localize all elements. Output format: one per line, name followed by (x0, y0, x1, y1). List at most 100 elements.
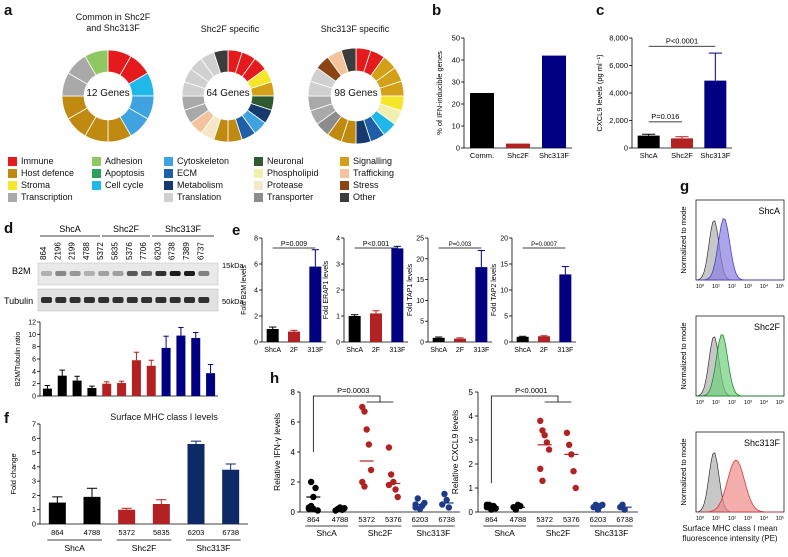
legend-item: Signalling (340, 156, 392, 166)
x-tick-label: 2F (290, 347, 298, 354)
lane-label: 2196 (53, 242, 62, 260)
legend-swatch (8, 168, 17, 178)
blot-band-tubulin (41, 297, 52, 303)
y-tick-label: 0 (624, 144, 628, 153)
histogram-xtick: 10⁴ (760, 283, 769, 290)
legend-label: Metabolism (177, 180, 224, 190)
histogram-xtick: 10³ (744, 516, 752, 522)
sample-label: 4788 (510, 515, 527, 524)
group-label: ShcA (65, 543, 86, 553)
legend-label: Host defence (21, 168, 75, 178)
y-tick-label: 0 (504, 340, 508, 347)
y-tick-label: 20 (500, 236, 508, 243)
sig-line (490, 395, 559, 484)
y-tick-label: 0 (336, 340, 340, 347)
legend-label: Cytoskeleton (177, 156, 230, 166)
bar (131, 360, 141, 396)
group-label: Shc2F (132, 543, 157, 553)
legend-item: Immune (8, 156, 54, 166)
histogram-xtick: 10¹ (712, 400, 720, 406)
x-tick-label: 313F (389, 347, 405, 354)
sample-label: 6738 (616, 515, 633, 524)
blot-group-label: ShcA (59, 224, 81, 234)
bar (266, 329, 279, 342)
histogram-xtick: 10² (728, 284, 736, 290)
x-tick-label: Shc2F (507, 151, 529, 160)
y-axis-label: Fold TAP1 levels (407, 263, 414, 316)
data-point (412, 504, 419, 511)
legend-item: Trafficking (340, 168, 394, 178)
y-tick-label: 8 (291, 388, 296, 397)
y-tick-label: 15 (500, 262, 508, 269)
donut1-center: 12 Genes (86, 88, 130, 99)
histogram-xtick: 10⁰ (696, 283, 705, 290)
y-tick-label: 4 (32, 462, 36, 471)
legend-item: Neuronal (254, 156, 304, 166)
blot-band-b2m (198, 271, 210, 276)
sample-label: 4788 (84, 528, 101, 537)
y-tick-label: 5 (469, 388, 474, 397)
data-point (367, 466, 375, 474)
data-point (365, 441, 373, 448)
legend-swatch (340, 156, 349, 166)
data-point (563, 429, 571, 436)
histogram-xtick: 10² (728, 516, 736, 522)
data-point (537, 417, 544, 424)
blot-band-tubulin (69, 297, 81, 303)
data-point (572, 484, 579, 492)
y-tick-label: 4 (32, 369, 36, 376)
y-tick-label: 8,000 (609, 34, 628, 43)
legend-item: Translation (164, 192, 221, 202)
legend-label: Stroma (21, 180, 51, 190)
y-tick-label: 0 (469, 508, 474, 517)
legend-item: Other (340, 192, 376, 202)
y-tick-label: 6,000 (609, 61, 628, 70)
y-tick-label: 10 (416, 298, 424, 305)
histogram-xtick: 10⁴ (760, 515, 769, 522)
y-tick-label: 2 (254, 314, 258, 321)
bar (348, 316, 361, 342)
histogram-xtick: 10⁴ (760, 399, 769, 406)
data-point (394, 493, 401, 501)
bar (191, 338, 201, 396)
data-point (441, 490, 448, 498)
y-tick-label: 1 (469, 484, 474, 493)
legend-label: Trafficking (353, 168, 395, 178)
legend-label: Signalling (353, 156, 393, 166)
y-axis-label: CXCL9 levels (pg ml⁻¹) (595, 54, 604, 132)
lane-label: 2199 (68, 242, 77, 260)
panel-g-xlabel-line1: Surface MHC class I mean (682, 524, 778, 533)
donut2-slice (213, 49, 229, 74)
sample-histogram (697, 334, 782, 397)
y-tick-label: 4,000 (609, 89, 628, 98)
histogram-label: ShcA (758, 206, 780, 216)
bar (704, 80, 727, 148)
y-axis-label: B2M/Tubulin ratio (15, 332, 22, 387)
data-point (565, 441, 573, 448)
blot-band-tubulin (169, 297, 181, 303)
sample-label: 5372 (118, 528, 135, 537)
x-tick-label: ShcA (430, 347, 447, 354)
sample-label: 6203 (188, 528, 205, 537)
lane-label: 5372 (96, 242, 105, 260)
sample-label: 864 (51, 528, 64, 537)
y-tick-label: 2 (32, 381, 36, 388)
blot-band-tubulin (184, 297, 195, 303)
data-point (310, 505, 317, 513)
bar (222, 469, 240, 524)
legend-label: Transporter (267, 192, 314, 202)
legend-swatch (164, 156, 173, 166)
panel-letter-g: g (680, 178, 690, 195)
data-point (621, 506, 628, 513)
lane-label: 6203 (153, 242, 162, 260)
bar (288, 331, 300, 342)
data-point (387, 471, 395, 478)
data-point (363, 426, 370, 433)
y-axis-label: Fold ERAP1 levels (323, 260, 330, 319)
legend-item: Protease (254, 180, 303, 190)
legend-swatch (92, 156, 101, 166)
panel-g-xlabel: Surface MHC class I mean fluorescence in… (672, 524, 788, 544)
blot-band-b2m (98, 271, 110, 276)
bar (87, 387, 97, 396)
